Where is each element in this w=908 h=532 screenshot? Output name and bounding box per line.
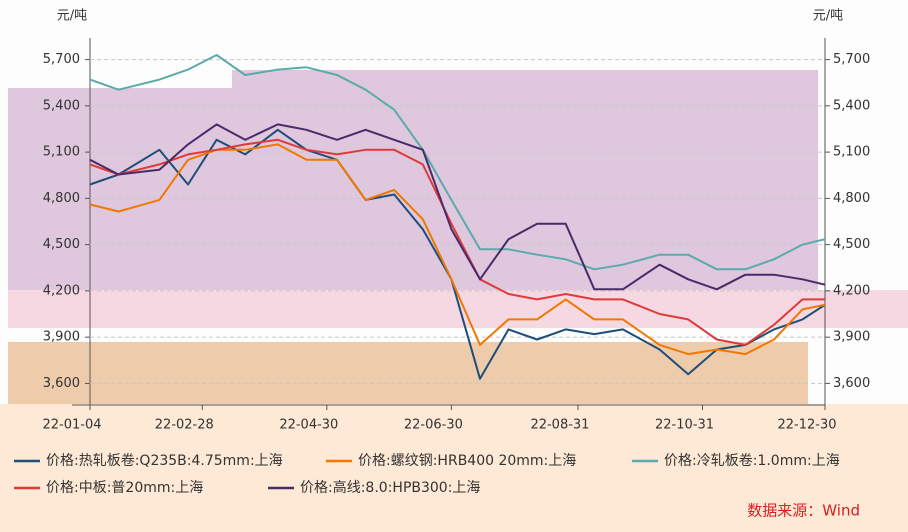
y2-axis-label: 元/吨 [813, 9, 843, 24]
legend-label: 价格:螺纹钢:HRB400 20mm:上海 [358, 453, 576, 469]
series-line [89, 138, 825, 346]
y-tick-label: 5,100 [43, 145, 80, 160]
series-line [89, 54, 826, 271]
x-tick-label: 22-06-30 [404, 418, 463, 433]
band-purple-top [232, 70, 818, 90]
source: 数据来源：Wind [747, 502, 860, 520]
series-line [89, 128, 826, 380]
y-tick-label: 4,500 [43, 237, 80, 252]
y2-tick-label: 5,400 [833, 98, 870, 113]
y2-tick-label: 5,700 [833, 52, 870, 67]
y2-tick-label: 3,600 [833, 376, 870, 391]
y-tick-label: 4,200 [43, 283, 80, 298]
y-tick-label: 3,600 [43, 376, 80, 391]
y-tick-label: 3,900 [43, 330, 80, 345]
legend-label: 价格:高线:8.0:HPB300:上海 [300, 479, 480, 496]
band-orange [8, 342, 808, 404]
y-tick-label: 4,800 [43, 191, 80, 206]
y2-tick-label: 5,100 [833, 145, 870, 160]
x-tick-label: 22-10-31 [655, 418, 714, 433]
y2-tick-label: 4,500 [833, 237, 870, 252]
x-tick-label: 22-08-31 [530, 418, 589, 433]
legend-label: 价格:中板:普20mm:上海 [46, 480, 203, 496]
y-tick-label: 5,700 [43, 52, 80, 67]
series-line [89, 123, 826, 291]
y2-tick-label: 3,900 [833, 330, 870, 345]
x-tick-label: 22-04-30 [279, 418, 338, 433]
x-tick-label: 22-12-30 [777, 418, 836, 433]
band-purple [8, 88, 818, 290]
y2-tick-label: 4,800 [833, 191, 870, 206]
y-axis-label: 元/吨 [57, 9, 87, 24]
legend-label: 价格:热轧板卷:Q235B:4.75mm:上海 [46, 453, 283, 469]
y2-tick-label: 4,200 [833, 283, 870, 298]
y-tick-label: 5,400 [43, 98, 80, 113]
x-tick-label: 22-02-28 [155, 418, 214, 433]
x-tick-label: 22-01-04 [42, 418, 101, 433]
band-peach [0, 404, 908, 532]
legend-label: 价格:冷轧板卷:1.0mm:上海 [664, 453, 840, 469]
